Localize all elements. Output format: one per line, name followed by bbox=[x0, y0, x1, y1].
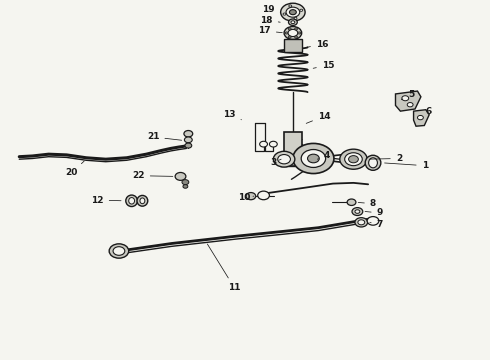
Polygon shape bbox=[414, 110, 429, 126]
Circle shape bbox=[184, 137, 192, 143]
Circle shape bbox=[289, 5, 292, 7]
Circle shape bbox=[340, 149, 367, 169]
Circle shape bbox=[290, 10, 296, 15]
Circle shape bbox=[407, 103, 413, 107]
Text: 2: 2 bbox=[370, 154, 402, 163]
Ellipse shape bbox=[126, 195, 138, 207]
Ellipse shape bbox=[368, 158, 377, 168]
Text: 22: 22 bbox=[132, 171, 173, 180]
Bar bbox=[284, 39, 302, 52]
Ellipse shape bbox=[129, 198, 135, 204]
Circle shape bbox=[294, 36, 297, 38]
Circle shape bbox=[288, 36, 291, 38]
Polygon shape bbox=[395, 91, 421, 111]
Bar bbox=[284, 132, 302, 166]
Circle shape bbox=[283, 13, 286, 15]
Text: 7: 7 bbox=[370, 220, 383, 229]
Text: 3: 3 bbox=[270, 158, 281, 167]
Text: 1: 1 bbox=[385, 161, 428, 170]
Circle shape bbox=[185, 143, 192, 148]
Text: 8: 8 bbox=[358, 199, 376, 208]
Circle shape bbox=[344, 153, 362, 166]
Circle shape bbox=[294, 28, 297, 30]
Text: 12: 12 bbox=[91, 195, 121, 204]
Circle shape bbox=[298, 32, 301, 34]
Circle shape bbox=[270, 141, 277, 147]
Circle shape bbox=[294, 17, 297, 19]
Circle shape bbox=[246, 193, 256, 200]
Circle shape bbox=[260, 141, 268, 147]
Circle shape bbox=[402, 96, 409, 101]
Text: 18: 18 bbox=[260, 15, 280, 24]
Circle shape bbox=[367, 217, 379, 225]
Circle shape bbox=[184, 131, 193, 137]
Text: 5: 5 bbox=[401, 90, 414, 100]
Circle shape bbox=[289, 19, 297, 26]
Circle shape bbox=[182, 180, 189, 185]
Text: 20: 20 bbox=[65, 161, 84, 177]
Text: 13: 13 bbox=[223, 110, 242, 120]
Circle shape bbox=[293, 143, 334, 174]
Text: 15: 15 bbox=[313, 61, 334, 70]
Text: 4: 4 bbox=[318, 151, 330, 160]
Circle shape bbox=[358, 220, 365, 225]
Circle shape bbox=[281, 3, 305, 21]
Circle shape bbox=[109, 244, 129, 258]
Text: 9: 9 bbox=[365, 208, 383, 217]
Circle shape bbox=[284, 27, 302, 40]
Text: 16: 16 bbox=[305, 40, 328, 49]
Text: 11: 11 bbox=[207, 244, 241, 292]
Circle shape bbox=[113, 247, 125, 255]
Circle shape bbox=[308, 154, 319, 163]
Ellipse shape bbox=[365, 155, 381, 170]
Circle shape bbox=[278, 154, 291, 164]
Circle shape bbox=[348, 156, 358, 163]
Ellipse shape bbox=[137, 195, 148, 206]
Circle shape bbox=[286, 7, 300, 17]
Circle shape bbox=[352, 208, 363, 216]
Text: 14: 14 bbox=[306, 112, 330, 123]
Circle shape bbox=[347, 199, 356, 206]
Circle shape bbox=[291, 21, 295, 24]
Text: 6: 6 bbox=[420, 107, 432, 116]
Text: 10: 10 bbox=[238, 193, 254, 202]
Circle shape bbox=[355, 218, 368, 227]
Text: 17: 17 bbox=[258, 26, 282, 35]
Circle shape bbox=[285, 32, 288, 34]
Circle shape bbox=[417, 116, 423, 120]
Circle shape bbox=[301, 149, 326, 167]
Circle shape bbox=[288, 28, 291, 30]
Circle shape bbox=[288, 30, 298, 37]
Circle shape bbox=[300, 9, 303, 11]
Text: 19: 19 bbox=[262, 5, 280, 14]
Circle shape bbox=[183, 185, 188, 188]
Circle shape bbox=[175, 172, 186, 180]
Circle shape bbox=[258, 191, 270, 200]
Circle shape bbox=[273, 151, 295, 167]
Circle shape bbox=[355, 210, 360, 213]
Ellipse shape bbox=[140, 198, 145, 204]
Text: 21: 21 bbox=[147, 132, 182, 141]
